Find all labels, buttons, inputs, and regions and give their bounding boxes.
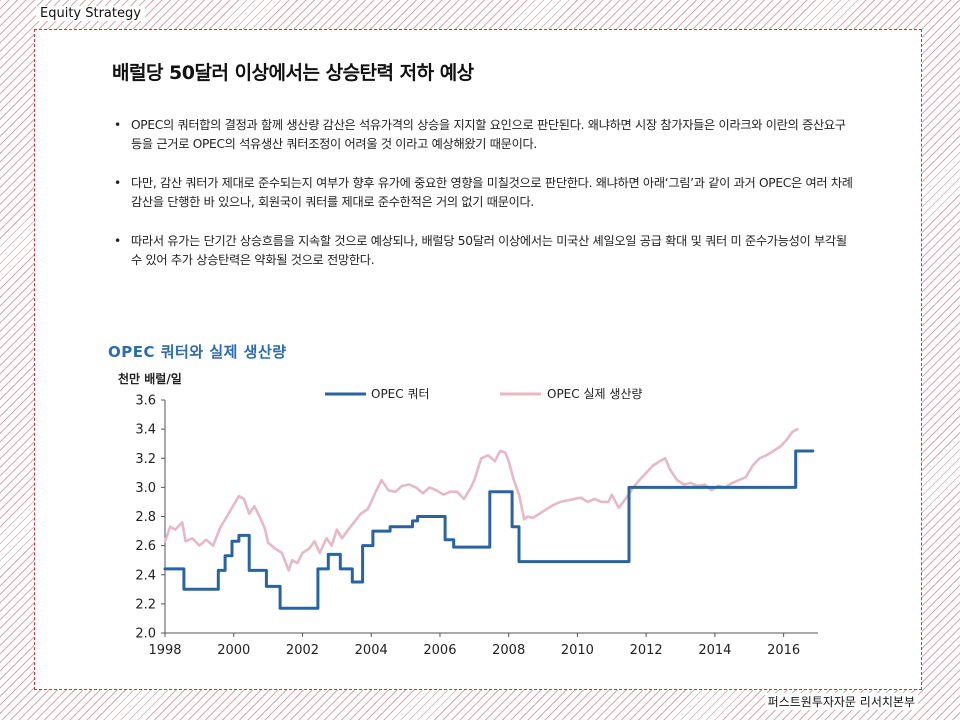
slide-title: 배럴당 50달러 이상에서는 상승탄력 저하 예상 [112, 62, 474, 84]
section-label: Equity Strategy [36, 6, 145, 21]
bullet-item: 다만, 감산 쿼터가 제대로 준수되는지 여부가 향후 유가에 중요한 영향을 … [112, 174, 857, 212]
bullet-item: 따라서 유가는 단기간 상승흐름을 지속할 것으로 예상되나, 배럴당 50달러… [112, 232, 857, 270]
footer-source: 퍼스트원투자자문 리서치본부 [764, 693, 918, 710]
bullet-list: OPEC의 쿼터합의 결정과 함께 생산량 감산은 석유가격의 상승을 지지할 … [112, 116, 857, 290]
bullet-item: OPEC의 쿼터합의 결정과 함께 생산량 감산은 석유가격의 상승을 지지할 … [112, 116, 857, 154]
section-header: Equity Strategy [36, 2, 145, 26]
chart-title: OPEC 쿼터와 실제 생산량 [108, 343, 287, 361]
content-panel: 배럴당 50달러 이상에서는 상승탄력 저하 예상 OPEC의 쿼터합의 결정과… [34, 29, 922, 690]
